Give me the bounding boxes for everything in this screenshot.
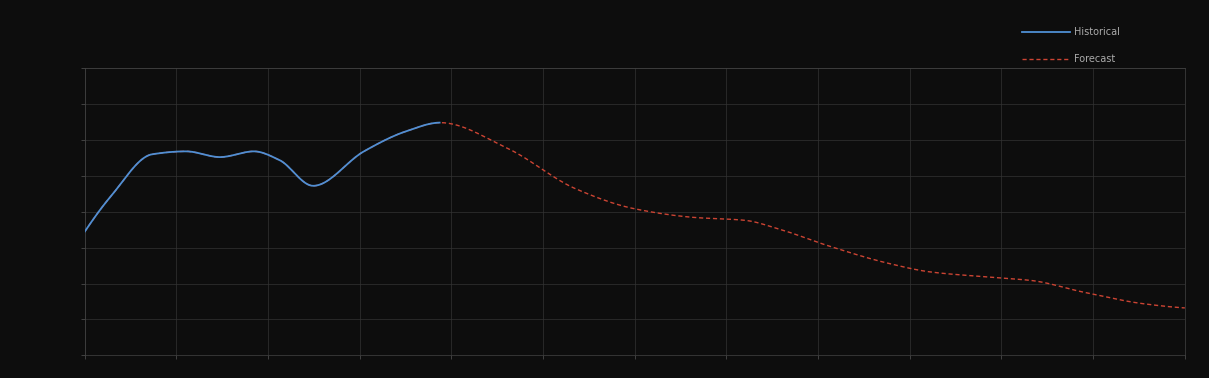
Text: Historical: Historical <box>1074 27 1120 37</box>
Text: Forecast: Forecast <box>1074 54 1115 64</box>
